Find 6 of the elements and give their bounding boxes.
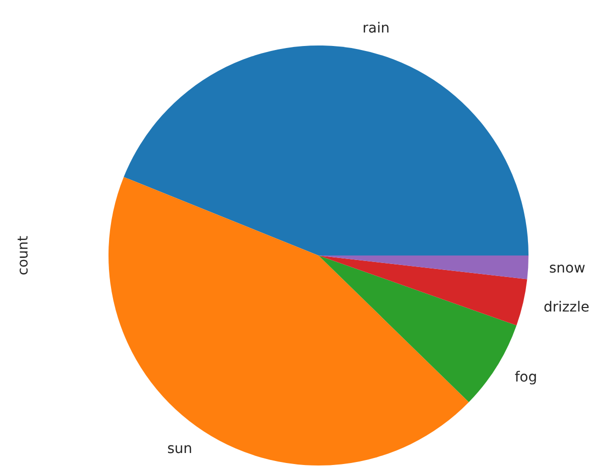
text: count bbox=[16, 235, 32, 276]
slice-label: drizzle bbox=[544, 299, 590, 316]
slice-label: snow bbox=[549, 260, 586, 277]
slice-label: fog bbox=[514, 369, 538, 386]
slice-label: rain bbox=[362, 20, 390, 37]
slice-label: sun bbox=[167, 440, 192, 457]
